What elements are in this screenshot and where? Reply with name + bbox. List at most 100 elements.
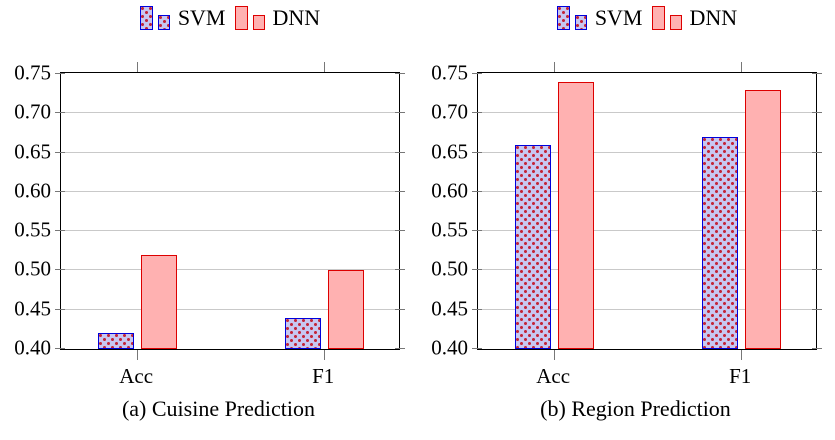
y-tick-mark — [812, 151, 822, 153]
x-axis-cuisine: Acc F1 — [60, 363, 400, 389]
gridline — [478, 269, 816, 271]
legend: SVM DNN — [477, 3, 817, 30]
y-tick-mark — [472, 230, 482, 232]
y-tick-mark — [812, 348, 822, 349]
svm-swatch-tall-icon — [139, 6, 153, 30]
legend-item-svm: SVM — [556, 5, 643, 30]
y-tick-mark — [472, 308, 482, 310]
dnn-swatch-short-icon — [252, 15, 265, 30]
y-tick-mark — [395, 112, 405, 114]
y-tick-label: 0.55 — [14, 217, 51, 242]
y-tick-label: 0.60 — [431, 178, 468, 203]
legend-label-svm: SVM — [594, 5, 643, 30]
dnn-bar-swatch-icon — [651, 6, 682, 30]
y-tick-label: 0.40 — [431, 335, 468, 360]
svm-bar-acc — [514, 144, 551, 349]
x-tick-mark — [324, 62, 326, 72]
legend-item-dnn: DNN — [651, 5, 738, 30]
legend: SVM DNN — [60, 3, 400, 30]
figure-region-prediction: SVM DNN 0.40 0.45 0.50 0.55 0.60 0.65 0.70 0.75… — [417, 0, 834, 440]
y-tick-mark — [395, 151, 405, 153]
y-tick-mark — [812, 73, 822, 74]
y-tick-label: 0.55 — [431, 217, 468, 242]
svm-bar-swatch-icon — [139, 6, 170, 30]
x-tick-mark — [137, 62, 139, 72]
y-tick-mark — [55, 112, 65, 114]
plot-area-region: 0.40 0.45 0.50 0.55 0.60 0.65 0.70 0.75 — [431, 62, 822, 360]
y-tick-mark — [812, 308, 822, 310]
legend-item-dnn: DNN — [234, 5, 321, 30]
dnn-bar-f1 — [744, 89, 781, 349]
chart-area-region: 0.40 0.45 0.50 0.55 0.60 0.65 0.70 0.75 — [431, 62, 822, 360]
y-tick-mark — [472, 73, 482, 74]
y-tick-mark — [55, 73, 65, 74]
y-tick-label: 0.50 — [431, 256, 468, 281]
dnn-bar-acc — [140, 254, 177, 349]
y-tick-mark — [812, 112, 822, 114]
x-axis-region: Acc F1 — [477, 363, 817, 389]
dnn-swatch-short-icon — [669, 15, 682, 30]
x-category-label-f1: F1 — [729, 364, 752, 388]
x-category-label-acc: Acc — [119, 364, 154, 388]
x-tick-mark — [741, 350, 743, 360]
x-category-label-acc: Acc — [536, 364, 571, 388]
y-tick-mark — [472, 269, 482, 271]
x-tick-mark — [554, 62, 556, 72]
y-tick-mark — [55, 269, 65, 271]
dnn-swatch-tall-icon — [234, 6, 248, 30]
gridline — [61, 190, 399, 192]
gridline — [478, 308, 816, 310]
y-tick-label: 0.75 — [14, 60, 51, 85]
gridline — [61, 308, 399, 310]
x-tick-mark — [137, 350, 139, 360]
svm-bar-acc — [97, 333, 134, 349]
gridline — [61, 230, 399, 232]
y-tick-mark — [812, 230, 822, 232]
x-tick-mark — [554, 350, 556, 360]
y-tick-label: 0.70 — [431, 99, 468, 124]
svm-bar-swatch-icon — [556, 6, 587, 30]
svm-swatch-short-icon — [157, 15, 170, 30]
y-tick-mark — [395, 73, 405, 74]
gridline — [61, 269, 399, 271]
y-tick-label: 0.40 — [14, 335, 51, 360]
legend-label-dnn: DNN — [689, 5, 738, 30]
x-tick-mark — [741, 62, 743, 72]
caption-cuisine: (a) Cuisine Prediction — [121, 396, 316, 421]
y-tick-mark — [55, 348, 65, 349]
svm-swatch-tall-icon — [556, 6, 570, 30]
y-tick-mark — [472, 112, 482, 114]
gridline — [478, 151, 816, 153]
y-tick-label: 0.60 — [14, 178, 51, 203]
y-tick-mark — [55, 230, 65, 232]
y-tick-label: 0.70 — [14, 99, 51, 124]
y-tick-mark — [395, 230, 405, 232]
y-tick-mark — [395, 308, 405, 310]
y-tick-label: 0.50 — [14, 256, 51, 281]
plot-area-cuisine: 0.40 0.45 0.50 0.55 0.60 0.65 0.70 0.75 — [14, 62, 405, 360]
caption-region: (b) Region Prediction — [540, 396, 731, 421]
y-tick-label: 0.45 — [431, 296, 468, 321]
y-tick-mark — [395, 348, 405, 349]
y-tick-mark — [395, 269, 405, 271]
y-tick-mark — [812, 190, 822, 192]
y-tick-mark — [395, 190, 405, 192]
gridline — [61, 112, 399, 114]
y-tick-mark — [472, 151, 482, 153]
x-tick-mark — [324, 350, 326, 360]
y-tick-label: 0.45 — [14, 296, 51, 321]
y-tick-mark — [55, 308, 65, 310]
figure-cuisine-prediction: SVM DNN 0.40 0.45 0.50 0.55 0.60 0.65 0.70 0.75… — [0, 0, 417, 440]
legend-label-dnn: DNN — [272, 5, 321, 30]
dnn-bar-f1 — [327, 270, 364, 349]
dnn-swatch-tall-icon — [651, 6, 665, 30]
y-tick-mark — [812, 269, 822, 271]
chart-area-cuisine: 0.40 0.45 0.50 0.55 0.60 0.65 0.70 0.75 — [14, 62, 405, 360]
dnn-bar-acc — [557, 81, 594, 349]
gridline — [478, 190, 816, 192]
y-tick-mark — [472, 348, 482, 349]
gridline — [478, 230, 816, 232]
y-tick-mark — [55, 151, 65, 153]
y-tick-label: 0.65 — [431, 139, 468, 164]
